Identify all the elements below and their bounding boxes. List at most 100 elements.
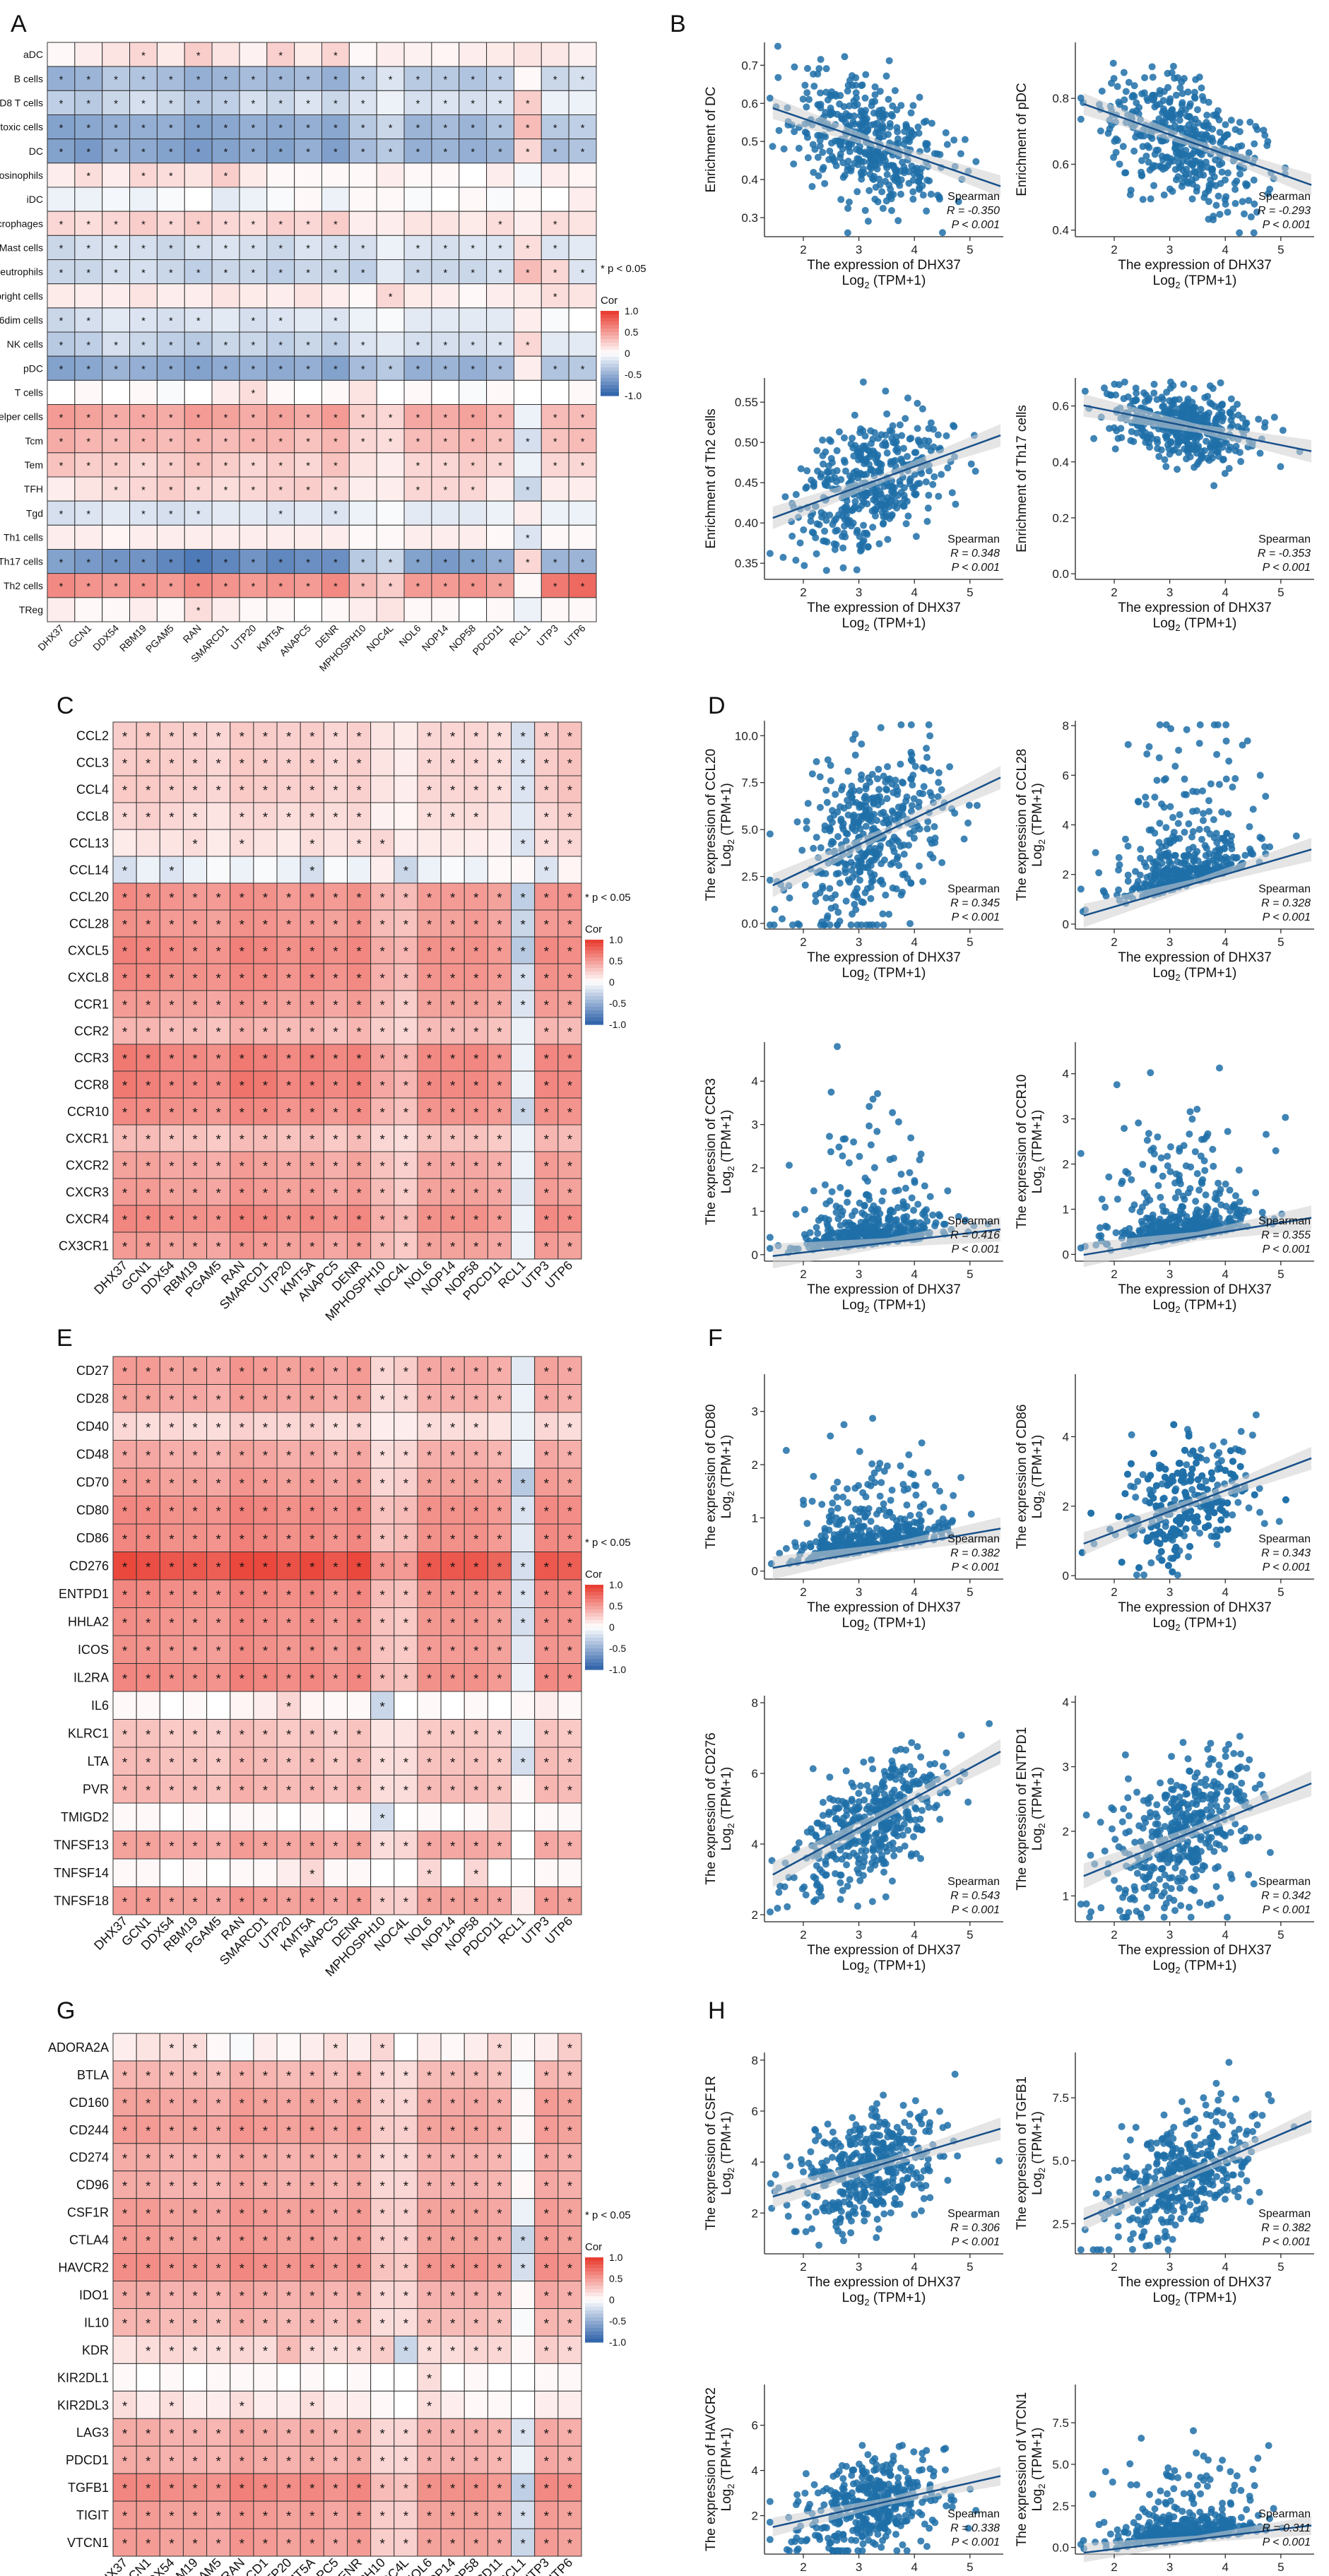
significance-star: *: [544, 837, 550, 852]
heatmap-cell: [129, 187, 158, 212]
data-point: [882, 197, 890, 205]
significance-star: *: [498, 340, 502, 351]
significance-star: *: [192, 2151, 198, 2166]
data-point: [1130, 93, 1138, 100]
heatmap-cell: [486, 379, 514, 405]
x-tick-label: 2: [1111, 243, 1117, 256]
heatmap-cell: [403, 259, 432, 285]
data-point: [930, 425, 938, 433]
heatmap-cell: [568, 259, 597, 285]
heatmap-cell: [511, 1178, 536, 1206]
heatmap-cell: [159, 1802, 184, 1831]
significance-star: *: [520, 1560, 526, 1575]
significance-star: *: [263, 2151, 268, 2166]
significance-star: *: [240, 1756, 245, 1771]
significance-star: *: [286, 891, 292, 906]
colorbar-title: Cor: [585, 1568, 602, 1581]
heatmap-row-label: Tem: [25, 459, 43, 471]
data-point: [766, 95, 774, 102]
significance-star: *: [333, 1532, 338, 1547]
data-point: [1255, 415, 1263, 423]
significance-star: *: [122, 2069, 128, 2084]
heatmap-cell: [568, 187, 597, 212]
significance-star: *: [450, 2179, 456, 2194]
significance-star: *: [473, 1504, 479, 1519]
heatmap-cell: [102, 549, 131, 574]
data-point: [950, 422, 957, 430]
significance-star: *: [333, 1159, 338, 1174]
data-point: [1174, 74, 1182, 82]
significance-star: *: [286, 2179, 292, 2194]
heatmap-cell: [348, 211, 377, 236]
heatmap-cell: [486, 283, 514, 309]
significance-star: *: [309, 1477, 315, 1491]
heatmap-cell: [541, 597, 569, 622]
heatmap-cell: [211, 597, 240, 622]
significance-star: *: [403, 2537, 409, 2552]
data-point: [1176, 84, 1184, 92]
significance-star: *: [263, 1240, 268, 1255]
significance-star: *: [114, 581, 118, 593]
heatmap-cell: [136, 856, 160, 884]
significance-star: *: [146, 1240, 151, 1255]
significance-star: *: [192, 2344, 198, 2359]
heatmap-cell: [136, 2033, 160, 2062]
significance-star: *: [240, 2427, 245, 2442]
significance-star: *: [263, 1079, 268, 1094]
significance-star: *: [581, 268, 585, 279]
significance-star: *: [403, 2482, 409, 2497]
significance-star: *: [471, 485, 475, 496]
heatmap-row-label: CCL8: [76, 809, 109, 823]
significance-star: *: [427, 810, 432, 825]
significance-star: *: [309, 2427, 315, 2442]
significance-star: *: [380, 2042, 386, 2057]
significance-star: *: [427, 1783, 432, 1798]
significance-star: *: [380, 1393, 386, 1407]
significance-star: *: [333, 2206, 338, 2221]
significance-star: *: [169, 1839, 175, 1854]
significance-star: *: [286, 1756, 292, 1771]
heatmap-cell: [511, 1231, 536, 1260]
significance-star: *: [141, 50, 146, 61]
heatmap-cell: [294, 379, 322, 405]
significance-star: *: [263, 891, 268, 906]
significance-star: *: [86, 171, 90, 182]
data-point: [835, 428, 843, 436]
heatmap-row-label: TMIGD2: [61, 1810, 109, 1824]
significance-star: *: [192, 2262, 198, 2276]
data-point: [914, 123, 922, 131]
data-point: [909, 188, 917, 196]
heatmap-cell: [557, 1017, 582, 1045]
significance-star: *: [520, 1756, 526, 1771]
data-point: [880, 124, 887, 131]
significance-star: *: [473, 810, 479, 825]
significance-star: *: [59, 413, 64, 424]
heatmap-cell: [431, 114, 460, 140]
heatmap-cell: [294, 428, 322, 454]
significance-star: *: [553, 147, 557, 158]
heatmap-cell: [511, 1663, 536, 1692]
significance-star: *: [215, 945, 221, 959]
significance-star: *: [427, 2179, 432, 2194]
heatmap-cell: [568, 379, 597, 405]
significance-star: *: [278, 557, 283, 569]
significance-star: *: [192, 945, 198, 959]
significance-star: *: [114, 268, 118, 279]
significance-star: *: [544, 864, 550, 879]
heatmap-cell: [459, 307, 488, 333]
significance-star: *: [567, 998, 573, 1013]
significance-star: *: [309, 1588, 315, 1603]
heatmap-cell: [440, 936, 465, 964]
significance-star: *: [567, 2317, 573, 2332]
significance-star: *: [286, 1240, 292, 1255]
heatmap-cell: [511, 1523, 536, 1552]
colorbar-tick: -0.5: [609, 998, 626, 1009]
significance-star: *: [215, 2317, 221, 2332]
significance-star: *: [471, 365, 475, 376]
data-point: [885, 57, 893, 64]
data-point: [843, 511, 851, 519]
significance-star: *: [450, 1240, 456, 1255]
significance-star: *: [192, 2537, 198, 2552]
significance-star: *: [86, 581, 90, 593]
